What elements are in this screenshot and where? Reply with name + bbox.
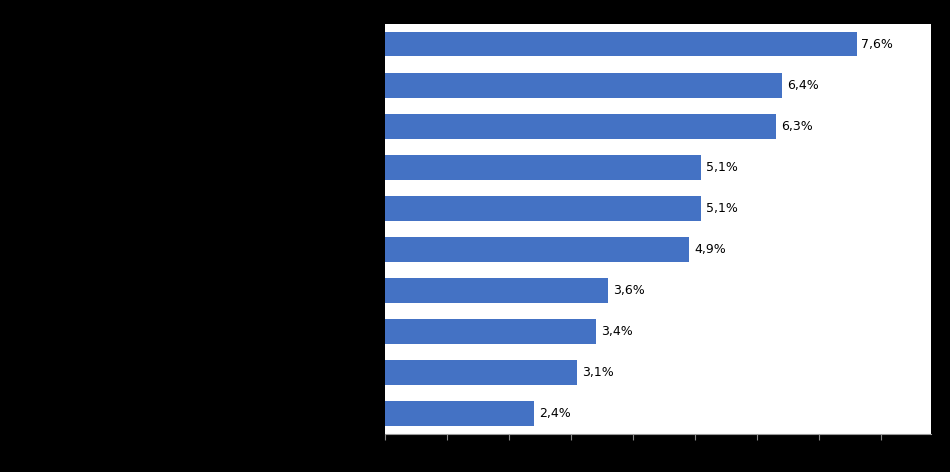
Bar <box>385 32 857 57</box>
Bar <box>385 196 701 221</box>
Text: 5,1%: 5,1% <box>706 202 738 215</box>
Text: 3,4%: 3,4% <box>600 325 633 338</box>
Bar <box>385 401 534 426</box>
Bar <box>385 278 608 303</box>
Text: 6,4%: 6,4% <box>787 79 819 92</box>
Bar <box>385 73 782 98</box>
Bar <box>385 155 701 180</box>
Text: 2,4%: 2,4% <box>539 407 570 420</box>
Bar <box>385 114 776 139</box>
Text: 4,9%: 4,9% <box>694 243 726 256</box>
Text: 5,1%: 5,1% <box>706 161 738 174</box>
Text: 6,3%: 6,3% <box>781 120 812 133</box>
Text: 7,6%: 7,6% <box>862 38 893 51</box>
Bar <box>385 360 578 385</box>
Bar <box>385 237 689 262</box>
Text: 3,1%: 3,1% <box>582 366 614 379</box>
Text: 3,6%: 3,6% <box>613 284 645 297</box>
Bar <box>385 319 596 344</box>
